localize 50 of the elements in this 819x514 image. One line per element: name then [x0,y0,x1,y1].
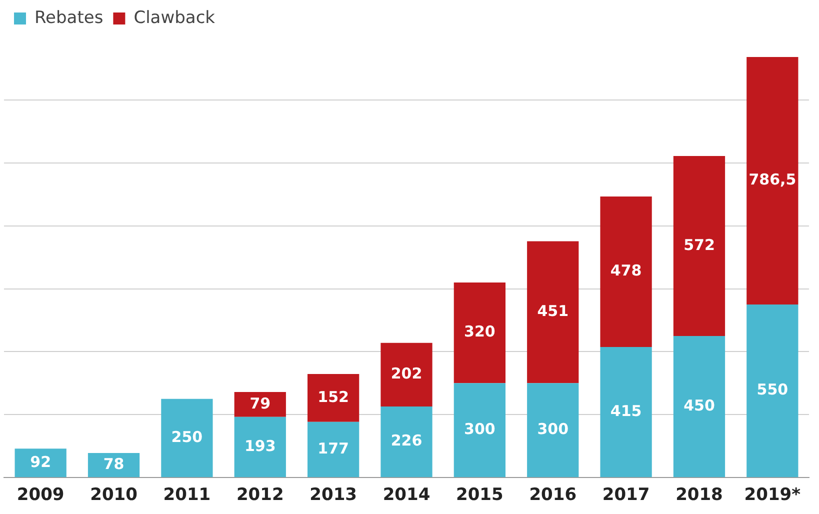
bar [308,422,360,478]
x-tick-label: 2015 [456,485,504,506]
bar [600,346,652,478]
bar [308,374,360,422]
x-tick-label: 2011 [163,485,211,506]
data-label: 78 [103,454,124,473]
data-label: 79 [250,394,271,412]
data-label: 300 [464,420,496,438]
data-label: 202 [390,364,422,383]
bar [234,392,286,417]
bar [454,282,506,384]
x-tick-label: 2014 [382,485,430,506]
x-tick-label: 2010 [90,485,138,506]
bar [527,383,579,478]
x-tick-label: 2018 [676,485,723,506]
data-label: 92 [30,452,52,471]
x-tick-label: 2016 [529,485,577,506]
data-label: 250 [171,428,203,446]
data-label: 320 [464,322,496,341]
x-tick-label: 2013 [310,485,357,506]
data-label: 152 [318,388,349,406]
data-label: 415 [610,402,642,420]
bar [673,336,726,478]
data-label: 300 [537,420,569,438]
x-tick-label: 2019* [744,485,801,506]
data-label: 193 [244,436,276,455]
bar [600,196,652,347]
bar [161,398,213,478]
bar [527,241,579,384]
data-label: 226 [390,432,422,450]
data-label: 572 [684,236,715,254]
bar [673,156,726,336]
data-label: 786,5 [748,170,796,189]
bar [14,448,66,478]
data-label: 550 [756,380,788,399]
data-label: 451 [537,302,569,320]
bar [380,406,432,478]
data-label: 478 [610,262,642,280]
x-tick-label: 2012 [236,485,284,506]
bar [746,56,798,305]
legend-label: Rebates [34,8,104,28]
x-tick-label: 2017 [602,485,650,506]
data-label: 450 [684,396,715,414]
x-tick-label: 2009 [16,485,64,506]
bar [380,342,432,406]
bar [454,383,506,478]
bar [746,304,798,478]
legend-label: Clawback [134,8,216,28]
bar [234,416,286,478]
data-label: 177 [318,439,349,458]
